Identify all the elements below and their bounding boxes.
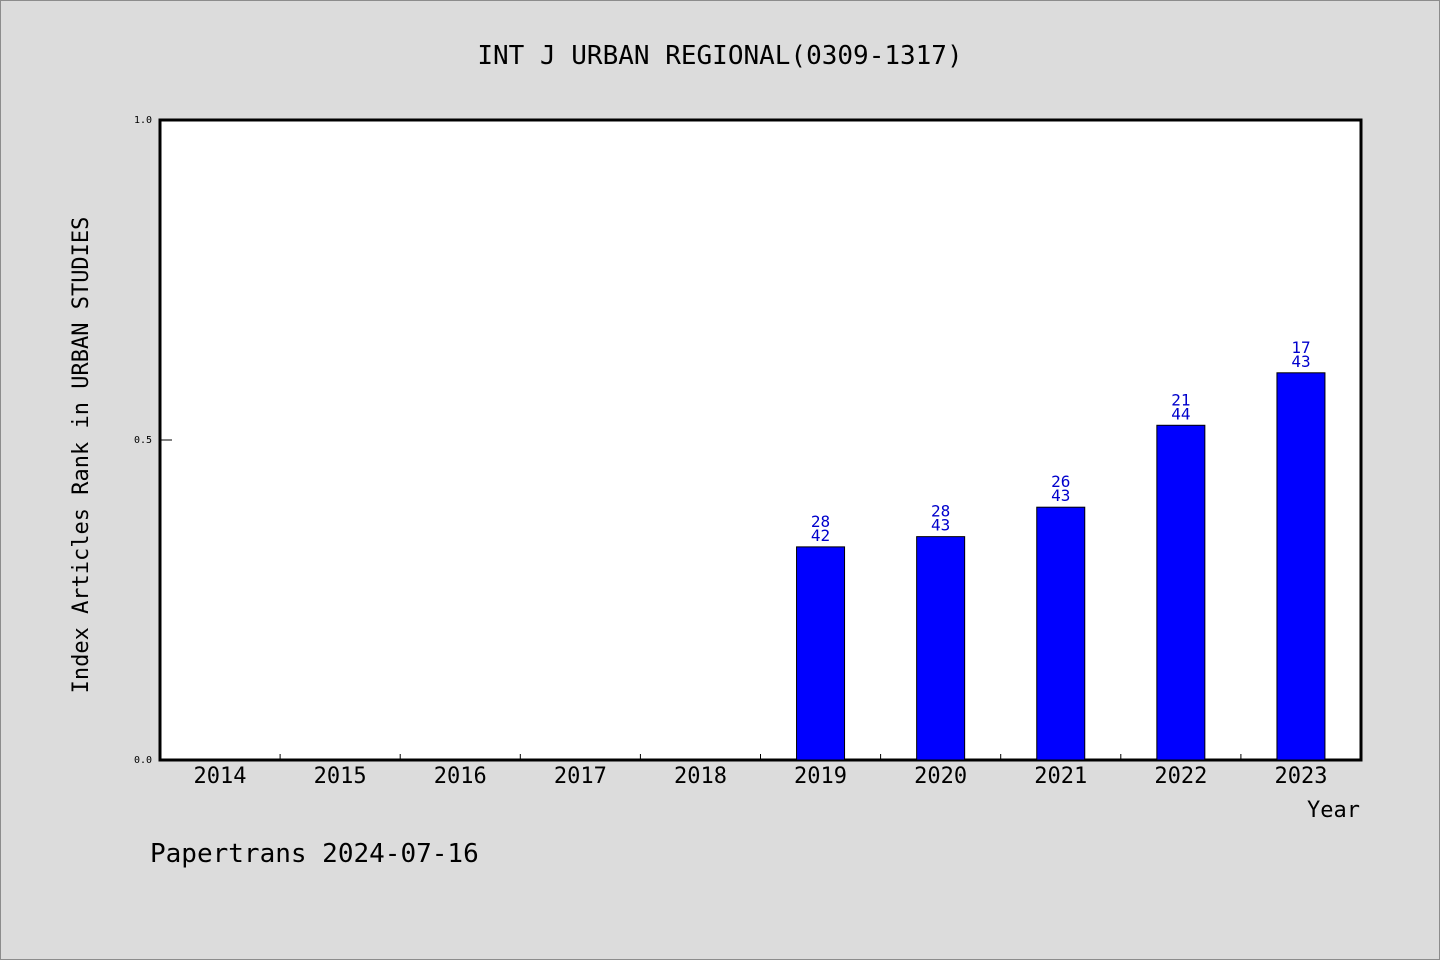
bar-total-label: 43: [931, 516, 950, 535]
x-axis-ticks: 2014 2015 2016 2017 2018 2019 2020 2021 2022 2023: [194, 754, 1327, 789]
bar-rank-label: 17: [1291, 338, 1310, 357]
x-tick-label: 2017: [554, 764, 607, 789]
bars-group: [796, 372, 1326, 761]
bar-total-label: 43: [1291, 352, 1310, 371]
y-axis-label: Index Articles Rank in URBAN STUDIES: [69, 217, 94, 694]
x-tick-label: 2015: [314, 764, 367, 789]
footer-text: Papertrans 2024-07-16: [150, 839, 479, 869]
y-tick-label: 0.5: [134, 435, 152, 446]
bar-rank-label: 28: [811, 512, 830, 531]
y-tick-label: 0.0: [134, 755, 152, 766]
bar: [916, 536, 966, 761]
bar-rank-label: 26: [1051, 472, 1070, 491]
chart-title: INT J URBAN REGIONAL(0309-1317): [477, 41, 962, 71]
bar-total-label: 43: [1051, 486, 1070, 505]
bar-total-label: 44: [1171, 404, 1190, 423]
y-tick-label: 1.0: [134, 115, 152, 126]
x-tick-label: 2018: [674, 764, 727, 789]
x-tick-label: 2014: [194, 764, 247, 789]
bar: [1276, 372, 1326, 761]
x-axis-label: Year: [1307, 798, 1360, 823]
x-tick-label: 2019: [794, 764, 847, 789]
bar: [1156, 424, 1206, 761]
x-tick-label: 2016: [434, 764, 487, 789]
x-tick-label: 2022: [1154, 764, 1207, 789]
bar-rank-label: 21: [1171, 390, 1190, 409]
x-tick-label: 2020: [914, 764, 967, 789]
bar: [1036, 506, 1086, 761]
y-axis-ticks: 0.0 0.5 1.0: [134, 115, 172, 766]
bar-rank-label: 28: [931, 502, 950, 521]
bar-total-label: 42: [811, 526, 830, 545]
bar: [796, 546, 846, 761]
x-tick-label: 2021: [1034, 764, 1087, 789]
x-tick-label: 2023: [1274, 764, 1327, 789]
